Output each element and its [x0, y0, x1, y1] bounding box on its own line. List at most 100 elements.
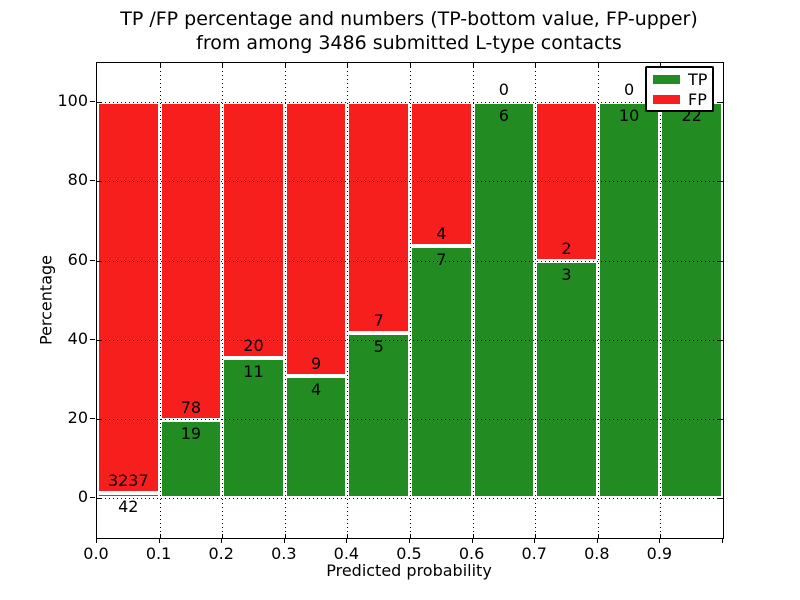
fp-count-label: 78	[180, 398, 202, 418]
y-tick-label: 20	[67, 407, 88, 427]
x-axis-label: Predicted probability	[326, 561, 492, 580]
x-tick-top	[597, 63, 599, 67]
x-tick-top	[535, 63, 537, 67]
y-tick	[90, 417, 95, 419]
tp-count-label: 6	[498, 106, 509, 126]
chart-title-line2: from among 3486 submitted L-type contact…	[196, 32, 622, 54]
fp-bar-segment	[410, 102, 473, 247]
x-tick	[596, 538, 598, 543]
v-gridline	[284, 63, 286, 538]
x-tick-top	[660, 63, 662, 67]
fp-count-label: 4	[436, 224, 447, 244]
y-tick-left-in	[97, 418, 102, 420]
y-tick-right	[718, 181, 723, 183]
y-tick-left-in	[97, 260, 102, 262]
y-tick-right	[718, 418, 723, 420]
fp-swatch	[653, 94, 680, 104]
y-tick	[90, 180, 95, 182]
x-tick-bottom-in	[222, 534, 224, 538]
x-tick-top	[159, 63, 161, 67]
tp-bar-segment	[222, 357, 285, 498]
tp-bar-segment	[472, 102, 536, 498]
x-tick	[659, 538, 661, 543]
x-tick-label: 0.6	[458, 544, 485, 563]
x-tick	[471, 538, 473, 543]
y-tick	[90, 497, 95, 498]
v-gridline	[159, 63, 161, 538]
chart-title: TP /FP percentage and numbers (TP-bottom…	[96, 7, 722, 55]
y-tick	[90, 259, 95, 261]
tp-bar-segment	[535, 260, 598, 498]
tp-bar-segment	[597, 102, 661, 498]
tp-bar-segment	[97, 492, 160, 498]
x-tick	[722, 538, 723, 543]
tp-bar-segment	[410, 246, 473, 498]
x-tick-bottom-in	[410, 534, 411, 538]
tp-count-label: 19	[180, 424, 202, 444]
x-tick-bottom-in	[284, 534, 286, 538]
y-tick-left-in	[97, 102, 102, 104]
x-tick-top	[410, 63, 411, 67]
x-tick-label: 0.8	[584, 544, 610, 563]
fp-count-label: 0	[498, 80, 509, 100]
tp-count-label: 42	[118, 496, 139, 516]
x-tick-label: 0.4	[333, 544, 360, 563]
v-gridline	[535, 63, 537, 538]
y-tick-label: 60	[67, 249, 88, 269]
tp-swatch	[653, 74, 680, 84]
y-tick-label: 40	[67, 328, 88, 348]
v-gridline	[410, 63, 411, 538]
x-tick	[158, 538, 160, 543]
x-tick-bottom-in	[535, 534, 537, 538]
legend-item: FP	[653, 89, 707, 109]
fp-bar-segment	[347, 102, 410, 334]
fp-bar-segment	[284, 102, 348, 377]
x-tick-top	[284, 63, 286, 67]
y-tick-label: 0	[77, 487, 88, 506]
tp-bar-segment	[284, 376, 348, 498]
chart-title-line1: TP /FP percentage and numbers (TP-bottom…	[120, 8, 698, 30]
v-gridline	[222, 63, 224, 538]
x-tick-label: 0.2	[208, 544, 234, 563]
y-tick-left-in	[97, 498, 102, 499]
fp-bar-segment	[222, 102, 285, 358]
v-gridline	[347, 63, 349, 538]
v-gridline	[597, 63, 599, 538]
tp-count-label: 11	[243, 361, 264, 381]
fp-count-label: 7	[373, 311, 384, 331]
x-tick-label: 0.5	[396, 544, 422, 563]
legend-item-label: FP	[688, 89, 707, 109]
tp-count-label: 5	[373, 337, 384, 357]
y-tick-label: 80	[67, 170, 88, 190]
x-tick-label: 0.9	[646, 544, 673, 563]
v-gridline	[472, 63, 474, 538]
y-tick-right	[718, 102, 723, 104]
x-tick-top	[222, 63, 224, 67]
x-tick	[96, 538, 97, 543]
x-tick-top	[472, 63, 474, 67]
x-tick-top	[347, 63, 349, 67]
y-tick-label: 100	[57, 91, 88, 111]
tp-count-label: 10	[618, 106, 640, 126]
x-tick-label: 0.1	[145, 544, 172, 563]
tp-bar-segment	[347, 333, 410, 498]
x-tick	[346, 538, 348, 543]
tp-bar-segment	[660, 102, 723, 498]
y-tick-left-in	[97, 181, 102, 183]
x-tick-bottom-in	[159, 534, 161, 538]
x-tick-bottom-in	[472, 534, 474, 538]
legend: TP FP	[645, 66, 714, 112]
y-tick-right	[718, 339, 723, 341]
x-tick-bottom-in	[660, 534, 662, 538]
x-tick	[409, 538, 410, 543]
fp-count-label: 20	[243, 335, 264, 355]
x-tick-bottom-in	[347, 534, 349, 538]
legend-item: TP	[653, 71, 707, 88]
x-tick-label: 0.7	[521, 544, 547, 563]
fp-count-label: 2	[561, 238, 572, 258]
fp-bar-segment	[97, 102, 160, 493]
x-tick-bottom-in	[597, 534, 599, 538]
x-tick-label: 0.3	[271, 544, 297, 563]
tp-count-label: 3	[561, 264, 572, 284]
